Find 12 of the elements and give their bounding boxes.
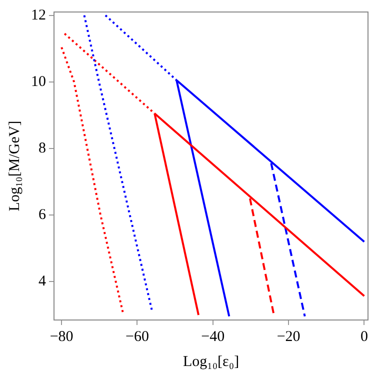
x-tick-label: −60 [125, 328, 149, 345]
x-axis-title: Log₁₀[ε₀] [182, 354, 240, 370]
y-tick-label: 6 [38, 207, 46, 224]
x-tick-label: −80 [50, 328, 74, 345]
y-tick-label: 10 [31, 74, 46, 90]
x-tick-label: −40 [201, 328, 225, 345]
y-tick-label: 12 [31, 7, 46, 24]
y-tick-label: 8 [38, 140, 46, 156]
x-tick-label: −20 [276, 328, 300, 345]
y-tick-label: 4 [38, 274, 46, 290]
y-axis-title: Log₁₀[M/GeV] [6, 120, 23, 212]
x-tick-label: 0 [360, 328, 368, 345]
